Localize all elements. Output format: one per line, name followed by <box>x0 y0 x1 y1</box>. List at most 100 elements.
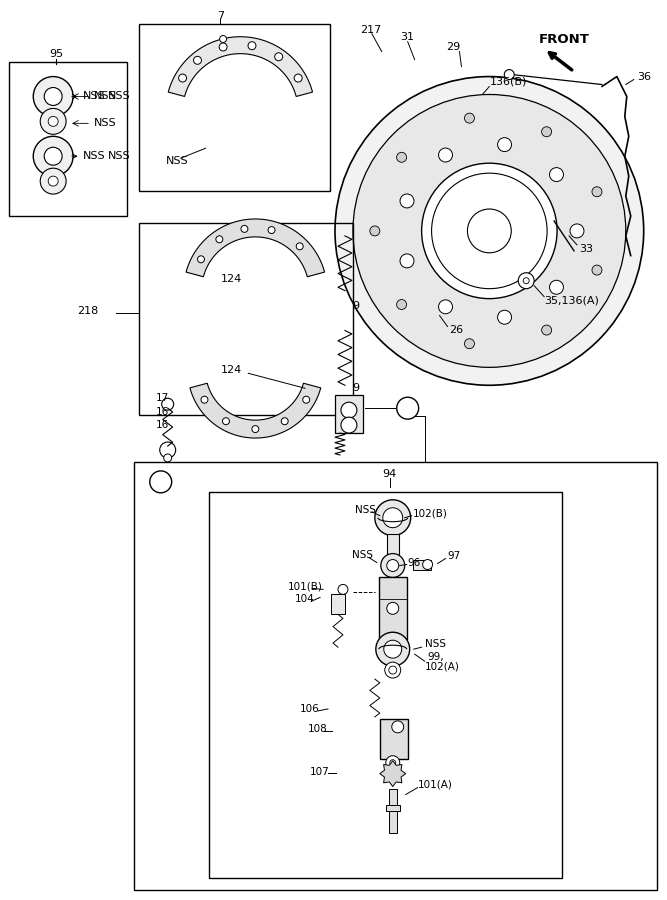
Circle shape <box>400 194 414 208</box>
Circle shape <box>219 35 227 42</box>
Text: 104: 104 <box>295 594 315 605</box>
Bar <box>389 812 397 833</box>
Bar <box>139 223 353 415</box>
Circle shape <box>518 273 534 289</box>
Text: 16: 16 <box>155 407 169 418</box>
Circle shape <box>542 127 552 137</box>
Text: 97: 97 <box>448 551 461 561</box>
Text: 31: 31 <box>400 32 414 41</box>
Circle shape <box>439 148 452 162</box>
Circle shape <box>542 325 552 335</box>
Text: 33: 33 <box>579 244 593 254</box>
Text: 101(B): 101(B) <box>288 581 323 591</box>
Text: 124: 124 <box>221 365 241 375</box>
Text: NSS: NSS <box>94 119 117 129</box>
Text: NSS: NSS <box>352 550 373 560</box>
Text: NSS: NSS <box>108 92 131 102</box>
Circle shape <box>335 76 644 385</box>
Bar <box>379 578 407 639</box>
Text: 36: 36 <box>637 72 651 82</box>
Circle shape <box>392 721 404 733</box>
Circle shape <box>381 554 405 578</box>
Circle shape <box>423 560 433 570</box>
Polygon shape <box>168 37 313 96</box>
Text: 102(B): 102(B) <box>413 508 448 518</box>
Circle shape <box>384 640 402 658</box>
Text: A: A <box>404 401 412 415</box>
Circle shape <box>387 602 399 615</box>
Text: 106: 106 <box>300 704 320 714</box>
Bar <box>331 594 345 615</box>
Text: 7: 7 <box>217 11 224 21</box>
Text: 218: 218 <box>77 306 98 316</box>
Circle shape <box>303 396 309 403</box>
Text: 101(A): 101(A) <box>418 779 452 789</box>
Circle shape <box>422 163 557 299</box>
Circle shape <box>498 138 512 151</box>
Circle shape <box>201 396 208 403</box>
Text: NSS: NSS <box>108 151 131 161</box>
Circle shape <box>592 187 602 197</box>
Text: NSS: NSS <box>355 505 376 515</box>
Bar <box>335 395 363 433</box>
Circle shape <box>241 225 248 232</box>
Circle shape <box>432 173 547 289</box>
Text: NSS: NSS <box>165 157 188 166</box>
Text: NSS: NSS <box>425 639 446 649</box>
Text: 29: 29 <box>446 41 461 51</box>
Circle shape <box>296 243 303 250</box>
Circle shape <box>550 280 564 294</box>
Text: 108: 108 <box>308 724 328 733</box>
Text: 17: 17 <box>155 393 169 403</box>
Polygon shape <box>190 383 321 438</box>
Bar <box>9 61 127 216</box>
Circle shape <box>353 94 626 367</box>
Circle shape <box>464 338 474 348</box>
Circle shape <box>44 148 62 166</box>
Circle shape <box>281 418 288 425</box>
Circle shape <box>397 397 419 419</box>
Circle shape <box>376 632 410 666</box>
Text: 9: 9 <box>352 383 359 393</box>
Text: 124: 124 <box>221 274 241 284</box>
Text: 94: 94 <box>383 469 397 479</box>
Circle shape <box>40 168 66 194</box>
Bar <box>209 491 562 878</box>
Circle shape <box>161 398 173 410</box>
Circle shape <box>219 43 227 51</box>
Circle shape <box>252 426 259 433</box>
Circle shape <box>338 584 348 594</box>
Text: 99,: 99, <box>428 652 444 662</box>
Circle shape <box>150 471 171 493</box>
Text: NSS: NSS <box>94 92 117 102</box>
Text: NSS: NSS <box>72 92 106 102</box>
Text: 107: 107 <box>310 767 330 777</box>
Circle shape <box>523 278 529 284</box>
Text: FRONT: FRONT <box>539 33 590 46</box>
Circle shape <box>159 442 175 458</box>
Text: 9: 9 <box>352 301 359 310</box>
Polygon shape <box>186 219 325 276</box>
Circle shape <box>48 116 58 126</box>
Circle shape <box>397 152 407 162</box>
Circle shape <box>248 41 256 50</box>
Bar <box>139 23 330 191</box>
Circle shape <box>341 417 357 433</box>
Circle shape <box>40 108 66 134</box>
Circle shape <box>390 760 396 766</box>
Text: A: A <box>157 475 165 489</box>
Circle shape <box>504 69 514 79</box>
Text: 35,136(A): 35,136(A) <box>544 295 599 306</box>
Circle shape <box>550 167 564 182</box>
Circle shape <box>389 666 397 674</box>
Text: 102(A): 102(A) <box>425 662 460 671</box>
Circle shape <box>163 454 171 462</box>
Circle shape <box>179 74 187 82</box>
Circle shape <box>223 418 229 425</box>
Text: 96: 96 <box>408 557 421 568</box>
Circle shape <box>193 57 201 64</box>
Circle shape <box>439 300 452 314</box>
Circle shape <box>48 176 58 186</box>
Circle shape <box>498 310 512 324</box>
Bar <box>134 462 656 890</box>
